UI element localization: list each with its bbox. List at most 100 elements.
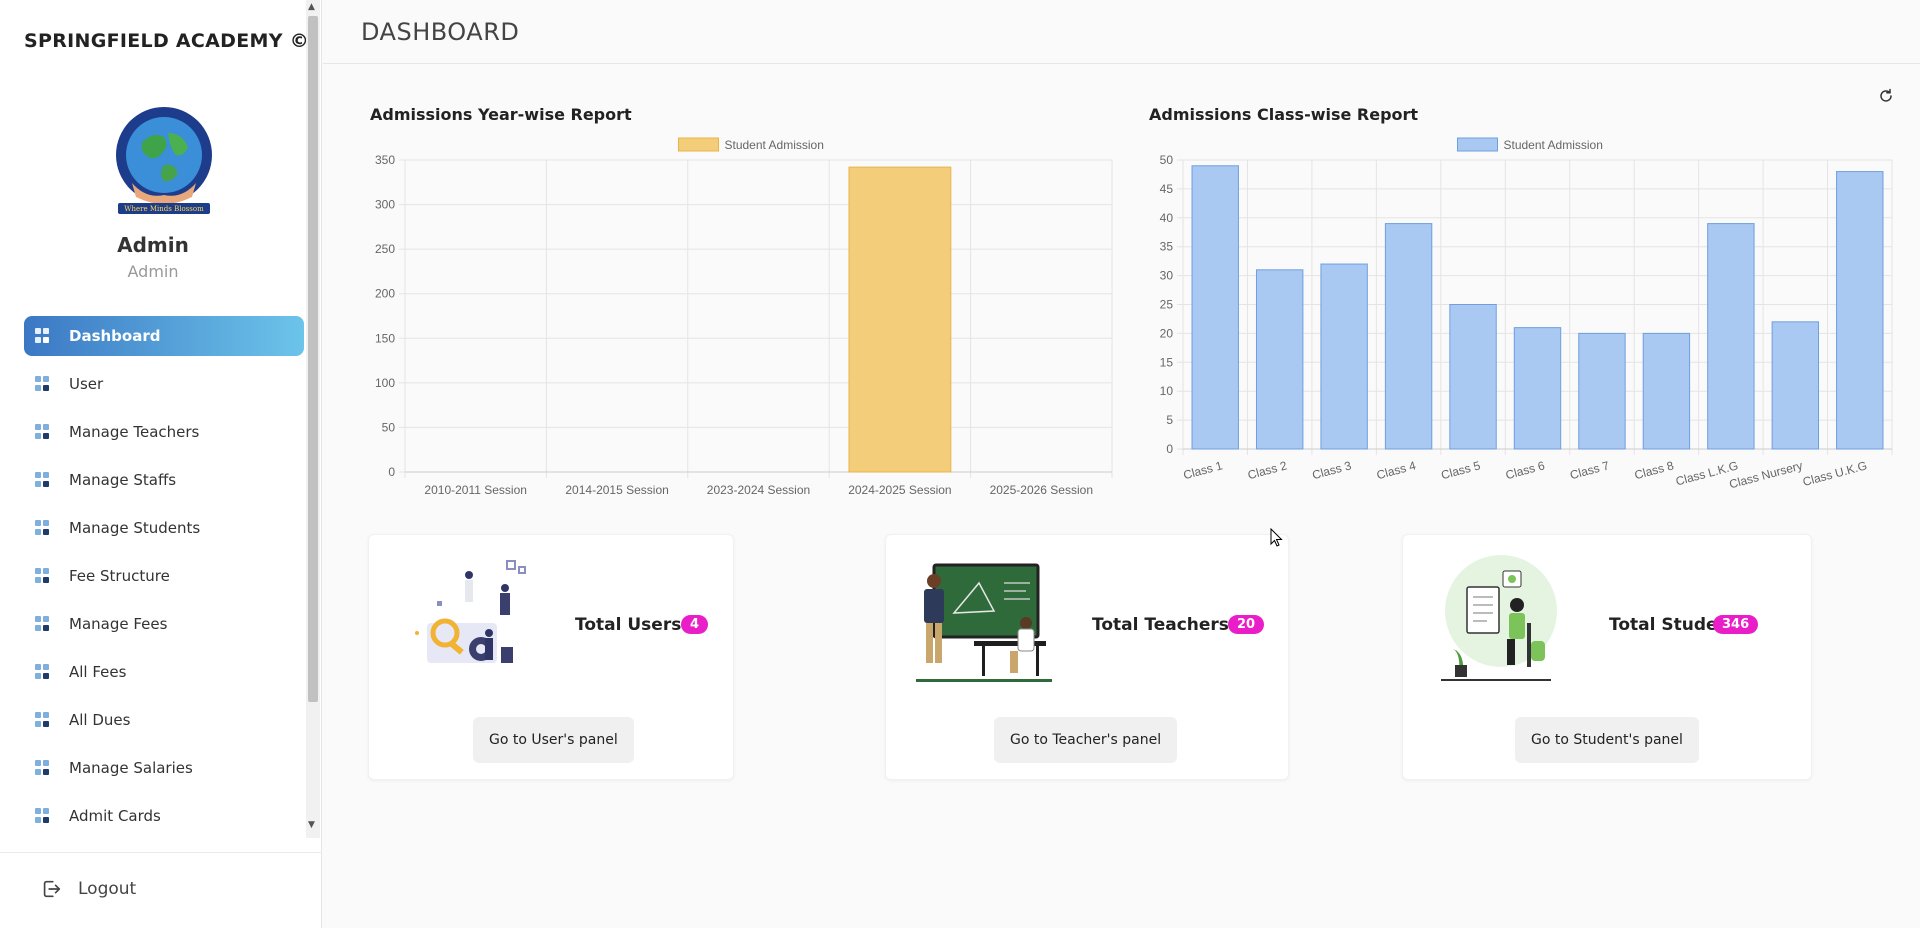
sidebar-item-label: Fee Structure xyxy=(69,567,170,585)
sidebar-item-label: User xyxy=(69,375,104,393)
y-tick-label: 35 xyxy=(1160,240,1174,254)
y-tick-label: 150 xyxy=(375,331,395,345)
bar[interactable] xyxy=(1836,171,1884,450)
bar[interactable] xyxy=(1513,327,1562,450)
chart-yearwise: Student Admission 0 50 100 150 200 250 300 350 20… xyxy=(375,137,1113,497)
sidebar-nav: Dashboard User Manage Teachers Manage St… xyxy=(24,316,304,844)
mouse-cursor-icon xyxy=(1270,528,1283,547)
legend-label: Student Admission xyxy=(1504,138,1603,152)
logo-motto: Where Minds Blossom xyxy=(124,205,204,213)
refresh-icon[interactable] xyxy=(1878,88,1894,104)
y-tick-label: 350 xyxy=(375,153,395,167)
bar[interactable] xyxy=(1642,332,1691,450)
grid-icon xyxy=(35,760,51,776)
teacher-illustration-icon xyxy=(916,563,1052,682)
grid-icon xyxy=(35,568,51,584)
dashboard-icon xyxy=(35,328,51,344)
school-logo: Where Minds Blossom xyxy=(116,107,212,214)
grid-icon xyxy=(35,712,51,728)
x-tick-label: 2025-2026 Session xyxy=(990,483,1093,497)
grid-icon xyxy=(35,664,51,680)
bar[interactable] xyxy=(848,166,952,473)
count-badge: 346 xyxy=(1713,615,1759,634)
chart-legend: Student Admission xyxy=(1457,137,1603,152)
x-tick-label: Class 4 xyxy=(1375,458,1418,482)
bar[interactable] xyxy=(1578,332,1626,450)
count-badge: 4 xyxy=(681,615,709,634)
logout-label: Logout xyxy=(78,879,137,899)
bar[interactable] xyxy=(1449,304,1497,450)
logout-button[interactable]: Logout xyxy=(40,878,136,900)
sidebar-item-manage-staffs[interactable]: Manage Staffs xyxy=(24,460,304,500)
grid-icon xyxy=(35,424,51,440)
sidebar-item-label: Manage Teachers xyxy=(69,423,200,441)
bar[interactable] xyxy=(1191,165,1239,450)
users-illustration-icon xyxy=(415,560,526,663)
grid-icon xyxy=(35,472,51,488)
x-tick-label: Class 8 xyxy=(1633,458,1676,482)
y-tick-label: 0 xyxy=(388,465,395,479)
sidebar-item-manage-fees[interactable]: Manage Fees xyxy=(24,604,304,644)
user-name: Admin xyxy=(117,233,189,257)
user-role: Admin xyxy=(127,262,179,281)
card-label: Total Users xyxy=(575,615,682,635)
sidebar-item-manage-students[interactable]: Manage Students xyxy=(24,508,304,548)
y-tick-label: 30 xyxy=(1160,269,1174,283)
scroll-thumb[interactable] xyxy=(308,16,318,702)
sidebar: SPRINGFIELD ACADEMY © Where Minds Blosso… xyxy=(0,0,322,928)
sidebar-item-label: Dashboard xyxy=(69,327,161,345)
sidebar-item-manage-teachers[interactable]: Manage Teachers xyxy=(24,412,304,452)
x-tick-label: Class 5 xyxy=(1440,458,1483,482)
bar[interactable] xyxy=(1707,223,1755,450)
y-tick-label: 50 xyxy=(382,420,396,434)
go-to-students-button[interactable]: Go to Student's panel xyxy=(1515,717,1699,763)
legend-swatch xyxy=(1457,137,1498,152)
scroll-up-arrow-icon[interactable]: ▲ xyxy=(308,2,315,12)
grid-icon xyxy=(35,808,51,824)
sidebar-item-label: Admit Cards xyxy=(69,807,161,825)
x-tick-label: Class 7 xyxy=(1568,458,1611,482)
sidebar-item-admit-cards[interactable]: Admit Cards xyxy=(24,796,304,836)
scroll-down-arrow-icon[interactable]: ▼ xyxy=(308,820,315,830)
sidebar-item-label: Manage Fees xyxy=(69,615,168,633)
x-tick-label: Class 6 xyxy=(1504,458,1547,482)
grid-icon xyxy=(35,376,51,392)
x-tick-label: 2024-2025 Session xyxy=(848,483,951,497)
x-tick-label: 2014-2015 Session xyxy=(565,483,668,497)
sidebar-item-all-fees[interactable]: All Fees xyxy=(24,652,304,692)
bar[interactable] xyxy=(1384,223,1433,450)
legend-swatch xyxy=(678,137,719,152)
card-total-teachers: Total Teachers 20 Go to Teacher's panel xyxy=(885,534,1289,780)
bar[interactable] xyxy=(1255,269,1304,450)
sidebar-scrollbar[interactable]: ▲ ▼ xyxy=(306,0,320,838)
legend-label: Student Admission xyxy=(725,138,824,152)
sidebar-item-dashboard[interactable]: Dashboard xyxy=(24,316,304,356)
y-tick-label: 20 xyxy=(1160,326,1174,340)
grid-icon xyxy=(35,616,51,632)
sidebar-item-manage-salaries[interactable]: Manage Salaries xyxy=(24,748,304,788)
page-header: DASHBOARD xyxy=(323,0,1920,64)
y-tick-label: 300 xyxy=(375,198,395,212)
card-label: Total Teachers xyxy=(1092,615,1229,635)
sidebar-item-label: All Fees xyxy=(69,663,127,681)
student-illustration-icon xyxy=(1441,555,1557,681)
y-tick-label: 50 xyxy=(1160,153,1174,167)
chart-legend: Student Admission xyxy=(678,137,824,152)
card-total-students: Total Students 346 Go to Student's panel xyxy=(1402,534,1812,780)
x-tick-label: Class U.K.G xyxy=(1801,458,1868,489)
sidebar-item-user[interactable]: User xyxy=(24,364,304,404)
page-title: DASHBOARD xyxy=(361,18,520,46)
sidebar-item-label: Manage Salaries xyxy=(69,759,193,777)
y-tick-label: 0 xyxy=(1166,442,1173,456)
bar[interactable] xyxy=(1771,321,1820,450)
go-to-users-button[interactable]: Go to User's panel xyxy=(473,717,634,763)
sidebar-item-all-dues[interactable]: All Dues xyxy=(24,700,304,740)
y-tick-label: 5 xyxy=(1166,413,1173,427)
chart-title-classwise: Admissions Class-wise Report xyxy=(1149,105,1419,124)
logout-icon xyxy=(43,880,61,898)
chart-title-yearwise: Admissions Year-wise Report xyxy=(370,105,632,124)
go-to-teachers-button[interactable]: Go to Teacher's panel xyxy=(994,717,1178,763)
x-tick-label: Class 3 xyxy=(1311,458,1354,482)
sidebar-item-fee-structure[interactable]: Fee Structure xyxy=(24,556,304,596)
bar[interactable] xyxy=(1320,263,1368,450)
